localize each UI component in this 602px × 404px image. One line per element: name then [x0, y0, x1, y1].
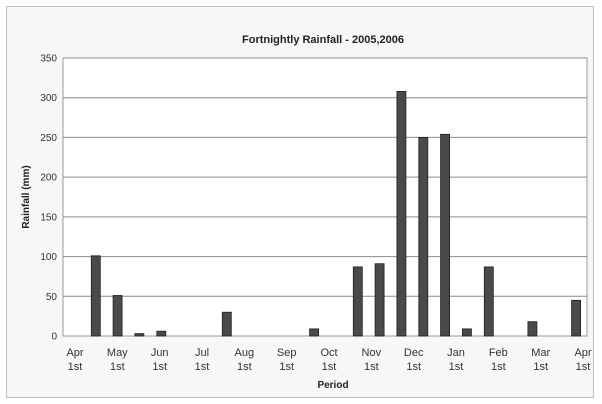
x-tick-label: Jul 1st: [195, 347, 210, 373]
bar: [352, 266, 363, 337]
chart-title: Fortnightly Rainfall - 2005,2006: [242, 34, 404, 46]
x-tick-label: Feb 1st: [489, 347, 508, 373]
x-tick-label: Jun 1st: [151, 347, 169, 373]
x-tick-label: Jan 1st: [447, 347, 465, 373]
x-tick-label: May 1st: [107, 347, 128, 373]
rainfall-bar-chart: Fortnightly Rainfall - 2005,2006 0 50 100 1…: [21, 34, 592, 391]
bar: [418, 136, 429, 337]
bar: [374, 263, 385, 337]
bar: [571, 299, 581, 337]
plot-area: [62, 57, 588, 337]
y-tick-label: 100: [40, 252, 57, 263]
y-tick-label: 200: [40, 173, 57, 184]
x-tick-label: Aug 1st: [235, 347, 255, 373]
bar: [90, 255, 101, 337]
y-tick-label: 300: [40, 93, 57, 104]
bar: [396, 91, 407, 337]
bar: [527, 321, 538, 337]
y-tick-label: 150: [40, 212, 57, 223]
y-tick-label: 0: [51, 332, 57, 343]
x-tick-label: Dec 1st: [404, 347, 424, 373]
bar: [221, 311, 232, 337]
y-tick-label: 350: [40, 54, 57, 65]
bar: [440, 133, 451, 337]
x-tick-label: Mar 1st: [531, 347, 550, 373]
x-tick-label: Apr 1st: [66, 347, 83, 373]
x-tick-label: Sep 1st: [277, 347, 297, 373]
bar: [134, 333, 145, 337]
bar: [112, 295, 123, 337]
y-axis-ticks: 0 50 100 150 200 250 300 350: [40, 54, 57, 343]
y-tick-label: 50: [46, 292, 58, 303]
y-tick-label: 250: [40, 133, 57, 144]
x-tick-label: Oct 1st: [320, 347, 337, 373]
x-axis-ticks: Apr 1st May 1st Jun 1st Jul 1st Aug 1st Sep 1st Oct 1…: [66, 347, 591, 373]
bar: [461, 328, 472, 337]
x-tick-label: Nov 1st: [362, 347, 382, 373]
gridlines: [63, 57, 587, 297]
y-axis-title: Rainfall (mm): [21, 165, 32, 228]
chart-frame: Fortnightly Rainfall - 2005,2006 0 50 100 1…: [6, 6, 594, 398]
bar: [156, 330, 167, 337]
bar: [483, 266, 494, 337]
bar: [309, 328, 320, 337]
x-tick-label: Apr 1st: [574, 347, 591, 373]
bars: [90, 91, 581, 337]
x-axis-title: Period: [317, 380, 348, 391]
